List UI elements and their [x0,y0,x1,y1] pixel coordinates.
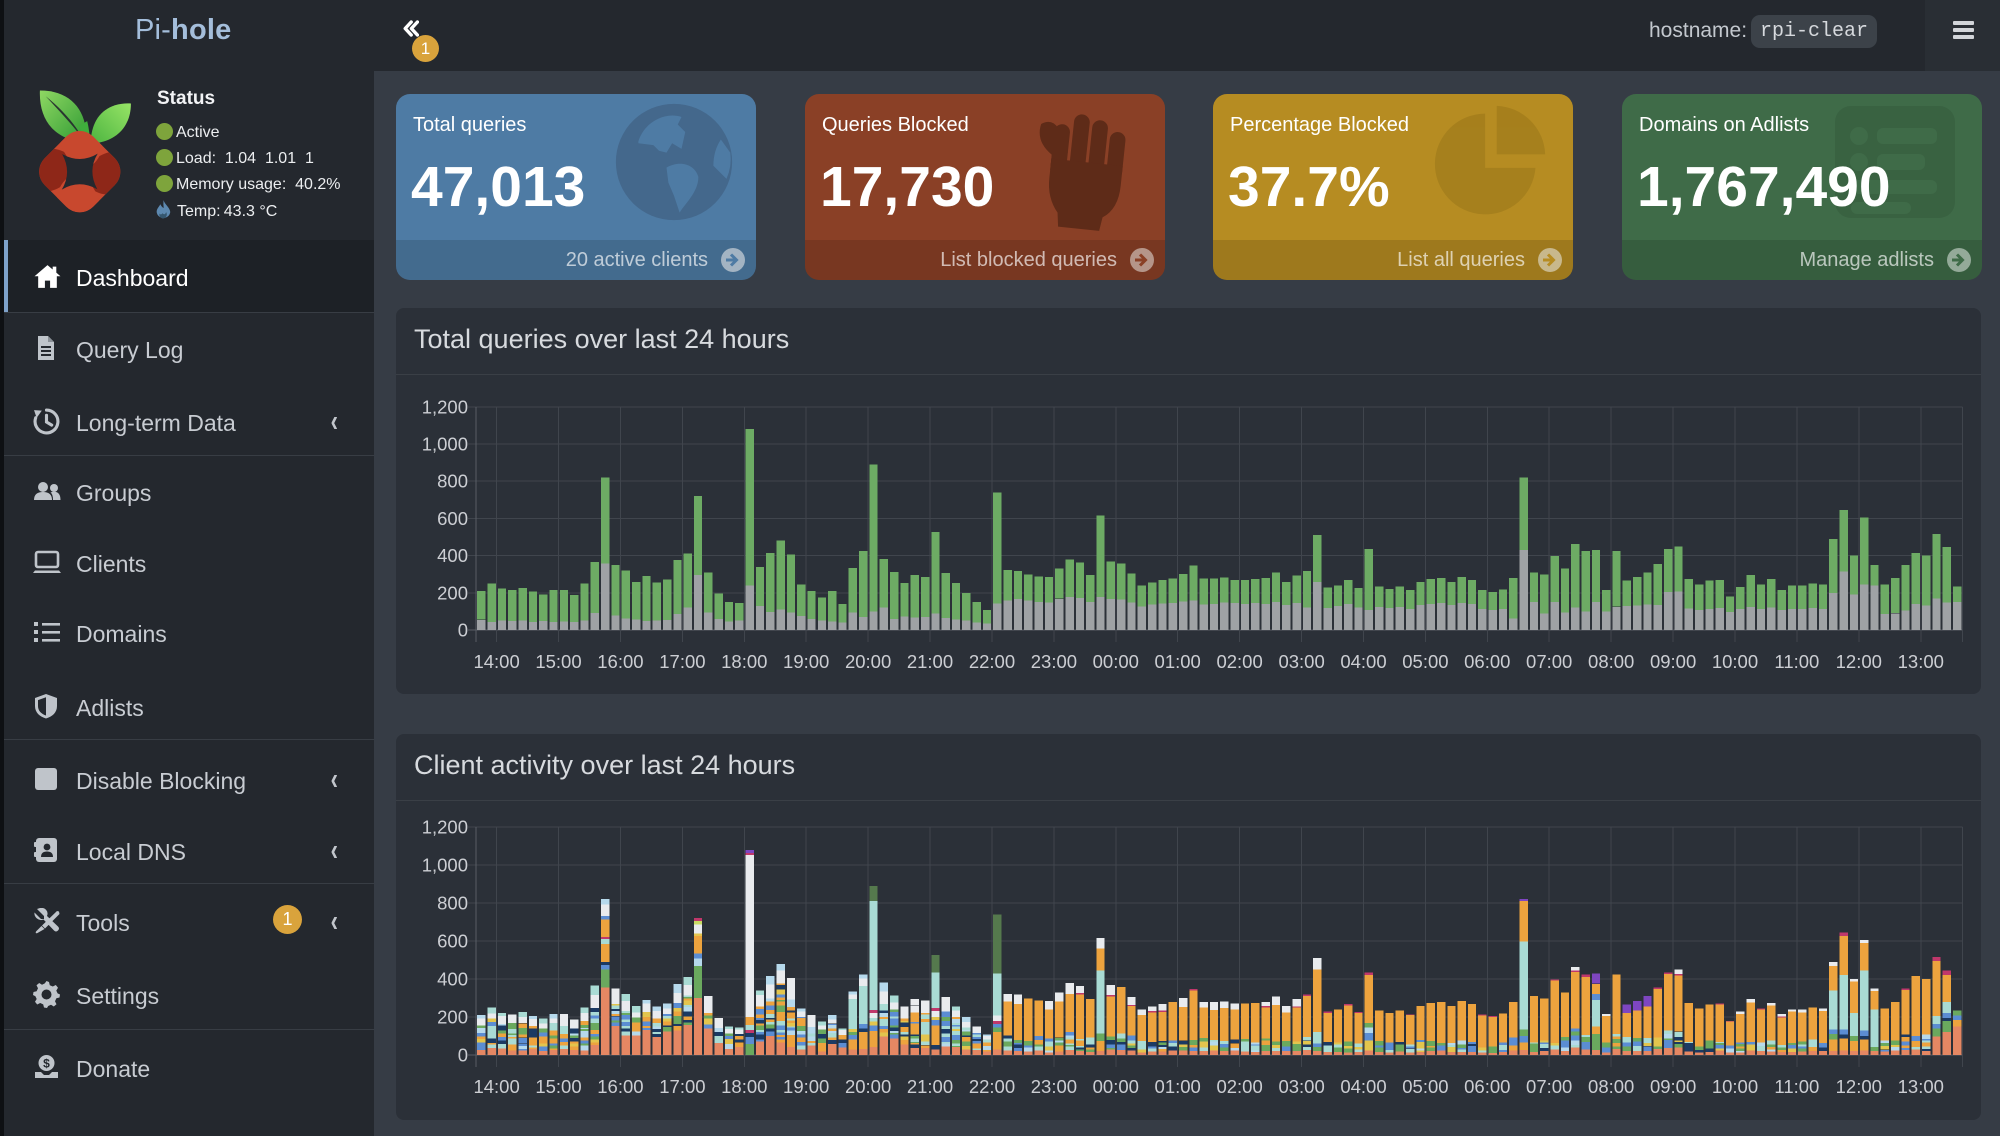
svg-text:04:00: 04:00 [1340,1076,1386,1097]
svg-text:11:00: 11:00 [1774,1076,1819,1097]
svg-text:01:00: 01:00 [1155,1076,1201,1097]
svg-text:23:00: 23:00 [1031,651,1077,672]
svg-text:14:00: 14:00 [473,651,519,672]
svg-text:600: 600 [437,931,468,952]
svg-text:400: 400 [437,969,468,990]
svg-text:04:00: 04:00 [1340,651,1386,672]
svg-text:08:00: 08:00 [1588,651,1634,672]
svg-text:07:00: 07:00 [1526,1076,1572,1097]
svg-text:22:00: 22:00 [969,1076,1015,1097]
svg-text:08:00: 08:00 [1588,1076,1634,1097]
svg-text:16:00: 16:00 [597,651,643,672]
svg-text:06:00: 06:00 [1464,1076,1510,1097]
svg-text:200: 200 [437,582,468,603]
svg-text:21:00: 21:00 [907,1076,953,1097]
svg-text:1,000: 1,000 [422,855,468,876]
svg-text:13:00: 13:00 [1898,651,1944,672]
svg-text:03:00: 03:00 [1278,651,1324,672]
svg-text:02:00: 02:00 [1216,651,1262,672]
svg-text:12:00: 12:00 [1836,1076,1882,1097]
svg-text:19:00: 19:00 [783,1076,829,1097]
svg-text:15:00: 15:00 [535,651,581,672]
svg-text:800: 800 [437,893,468,914]
svg-text:23:00: 23:00 [1031,1076,1077,1097]
svg-text:14:00: 14:00 [473,1076,519,1097]
svg-text:22:00: 22:00 [969,651,1015,672]
svg-text:400: 400 [437,545,468,566]
svg-text:18:00: 18:00 [721,651,767,672]
svg-text:05:00: 05:00 [1402,651,1448,672]
svg-text:15:00: 15:00 [535,1076,581,1097]
svg-text:18:00: 18:00 [721,1076,767,1097]
svg-text:800: 800 [437,471,468,492]
svg-text:1,000: 1,000 [422,434,468,455]
svg-text:10:00: 10:00 [1712,651,1758,672]
svg-text:200: 200 [437,1007,468,1028]
svg-text:09:00: 09:00 [1650,1076,1696,1097]
svg-text:1,200: 1,200 [422,396,468,417]
svg-text:16:00: 16:00 [597,1076,643,1097]
svg-text:11:00: 11:00 [1774,651,1819,672]
svg-text:13:00: 13:00 [1898,1076,1944,1097]
svg-text:10:00: 10:00 [1712,1076,1758,1097]
svg-text:12:00: 12:00 [1836,651,1882,672]
svg-text:03:00: 03:00 [1278,1076,1324,1097]
svg-text:0: 0 [458,620,468,641]
svg-text:09:00: 09:00 [1650,651,1696,672]
svg-text:1,200: 1,200 [422,817,468,838]
svg-text:600: 600 [437,508,468,529]
svg-text:21:00: 21:00 [907,651,953,672]
svg-text:00:00: 00:00 [1093,1076,1139,1097]
svg-text:17:00: 17:00 [659,651,705,672]
svg-text:20:00: 20:00 [845,1076,891,1097]
svg-text:$: $ [43,1057,50,1071]
svg-text:19:00: 19:00 [783,651,829,672]
svg-text:20:00: 20:00 [845,651,891,672]
svg-text:17:00: 17:00 [659,1076,705,1097]
svg-text:0: 0 [458,1045,468,1066]
svg-text:07:00: 07:00 [1526,651,1572,672]
svg-text:05:00: 05:00 [1402,1076,1448,1097]
svg-text:06:00: 06:00 [1464,651,1510,672]
svg-text:01:00: 01:00 [1155,651,1201,672]
svg-text:00:00: 00:00 [1093,651,1139,672]
svg-text:02:00: 02:00 [1216,1076,1262,1097]
